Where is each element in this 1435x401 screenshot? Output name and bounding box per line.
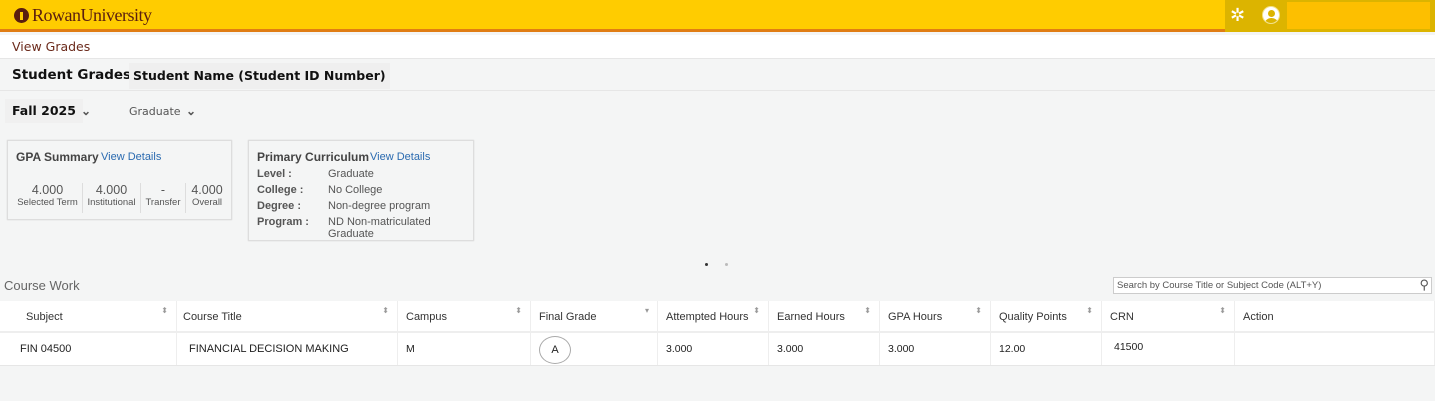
college-value: No College xyxy=(328,184,383,196)
chevron-down-icon[interactable]: ⌄ xyxy=(186,104,197,118)
program-label: Program : xyxy=(257,216,309,228)
search-icon[interactable]: ⚲ xyxy=(1419,277,1429,292)
chevron-down-icon[interactable]: ⌄ xyxy=(81,104,92,118)
user-icon[interactable] xyxy=(1262,6,1280,24)
gpa-view-details-link[interactable]: View Details xyxy=(101,151,162,163)
table-cell: M xyxy=(398,333,531,365)
column-header[interactable]: Campus ⬍ xyxy=(398,301,531,331)
table-cell xyxy=(1235,333,1435,365)
degree-label: Degree : xyxy=(257,200,302,212)
college-label: College : xyxy=(257,184,304,196)
sort-icon[interactable]: ⬍ xyxy=(1219,306,1226,315)
carousel-dot-1[interactable] xyxy=(705,263,708,266)
curriculum-card: Primary Curriculum View Details Level : G… xyxy=(248,140,474,241)
final-grade-badge: A xyxy=(539,336,571,364)
column-header[interactable]: Action xyxy=(1235,301,1435,331)
column-header[interactable]: Subject ⬍ xyxy=(0,301,177,331)
gpa-transfer: - Transfer xyxy=(141,183,186,213)
table-cell: A xyxy=(531,333,658,365)
table-cell: 3.000 xyxy=(658,333,769,365)
table-cell: 12.00 xyxy=(991,333,1102,365)
table-header: Subject ⬍ Course Title ⬍ Campus ⬍ Final Grade ▾… xyxy=(0,301,1435,333)
carousel-dot-2[interactable] xyxy=(725,263,728,266)
breadcrumb: View Grades xyxy=(0,35,1435,59)
table-cell: FIN 04500 xyxy=(0,333,177,365)
gpa-summary-title: GPA Summary xyxy=(16,150,99,164)
course-search-input[interactable]: Search by Course Title or Subject Code (… xyxy=(1113,277,1432,294)
torch-icon xyxy=(14,8,29,23)
column-header[interactable]: Attempted Hours ⬍ xyxy=(658,301,769,331)
table-cell: 3.000 xyxy=(880,333,991,365)
level-select[interactable]: Graduate xyxy=(129,105,181,118)
column-header[interactable]: Final Grade ▾ xyxy=(531,301,658,331)
sort-icon[interactable]: ⬍ xyxy=(753,306,760,315)
column-header[interactable]: Quality Points ⬍ xyxy=(991,301,1102,331)
sort-icon[interactable]: ⬍ xyxy=(161,306,168,315)
sort-icon[interactable]: ▾ xyxy=(644,306,649,315)
sort-icon[interactable]: ⬍ xyxy=(864,306,871,315)
sort-icon[interactable]: ⬍ xyxy=(382,306,389,315)
gpa-institutional: 4.000 Institutional xyxy=(83,183,141,213)
curriculum-title: Primary Curriculum xyxy=(257,150,370,164)
rowan-logo[interactable]: RowanUniversity xyxy=(14,5,152,26)
column-header[interactable]: CRN ⬍ xyxy=(1102,301,1235,331)
table-cell: 3.000 xyxy=(769,333,880,365)
gpa-summary-card: GPA Summary View Details 4.000 Selected T… xyxy=(7,140,232,220)
gpa-selected-term: 4.000 Selected Term xyxy=(13,183,83,213)
gpa-overall: 4.000 Overall xyxy=(191,183,223,208)
curriculum-view-details-link[interactable]: View Details xyxy=(370,151,431,163)
user-name-box[interactable] xyxy=(1287,2,1430,29)
term-select[interactable]: Fall 2025 xyxy=(5,99,83,123)
program-value: ND Non-matriculated Graduate xyxy=(328,216,431,240)
sort-icon[interactable]: ⬍ xyxy=(515,306,522,315)
level-label: Level : xyxy=(257,168,292,180)
sort-icon[interactable]: ⬍ xyxy=(1086,306,1093,315)
sort-icon[interactable]: ⬍ xyxy=(975,306,982,315)
coursework-title: Course Work xyxy=(4,278,80,293)
top-header: RowanUniversity ✲ xyxy=(0,0,1435,32)
divider xyxy=(0,90,1435,91)
level-value: Graduate xyxy=(328,168,374,180)
table-cell: FINANCIAL DECISION MAKING xyxy=(177,333,398,365)
student-name: Student Name (Student ID Number) xyxy=(129,63,390,89)
page-title: Student Grades - xyxy=(12,67,142,83)
column-header[interactable]: Course Title ⬍ xyxy=(177,301,398,331)
degree-value: Non-degree program xyxy=(328,200,431,212)
column-header[interactable]: GPA Hours ⬍ xyxy=(880,301,991,331)
table-cell: 41500 xyxy=(1102,333,1235,365)
column-header[interactable]: Earned Hours ⬍ xyxy=(769,301,880,331)
gear-icon[interactable]: ✲ xyxy=(1230,5,1246,25)
breadcrumb-view-grades[interactable]: View Grades xyxy=(12,39,91,54)
table-row: FIN 04500 FINANCIAL DECISION MAKING M A 3.00… xyxy=(0,333,1435,366)
